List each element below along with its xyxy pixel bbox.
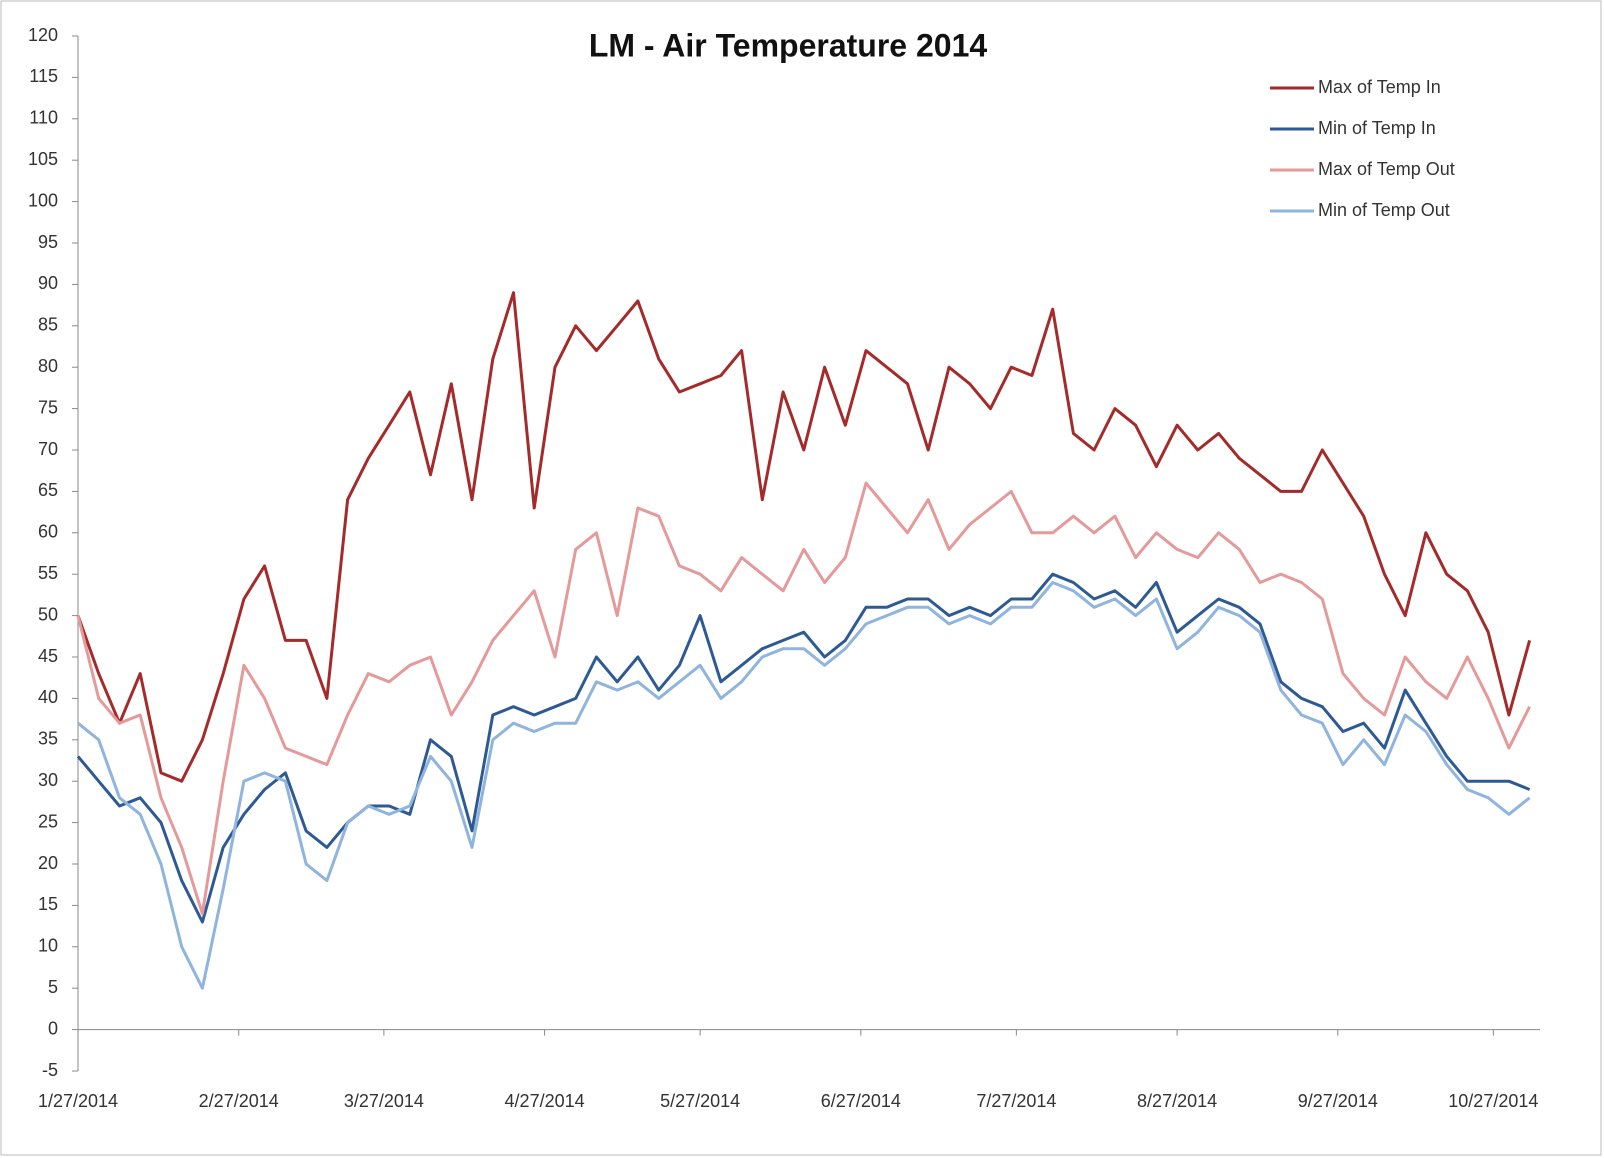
- legend-label: Min of Temp Out: [1318, 200, 1450, 220]
- y-tick-label: 20: [38, 853, 58, 873]
- y-tick-label: 95: [38, 232, 58, 252]
- y-tick-label: 55: [38, 563, 58, 583]
- legend-label: Max of Temp In: [1318, 77, 1441, 97]
- y-tick-label: 40: [38, 687, 58, 707]
- y-tick-label: 85: [38, 315, 58, 335]
- y-tick-label: 100: [28, 190, 58, 210]
- x-tick-label: 7/27/2014: [976, 1091, 1056, 1111]
- y-tick-label: 90: [38, 273, 58, 293]
- y-tick-label: 10: [38, 936, 58, 956]
- y-tick-label: 30: [38, 770, 58, 790]
- x-tick-label: 4/27/2014: [505, 1091, 585, 1111]
- y-tick-label: 35: [38, 729, 58, 749]
- legend-label: Max of Temp Out: [1318, 159, 1455, 179]
- series-line: [76, 572, 1531, 924]
- y-tick-label: 0: [48, 1018, 58, 1038]
- y-tick-label: 25: [38, 811, 58, 831]
- x-tick-label: 6/27/2014: [821, 1091, 901, 1111]
- y-tick-label: 120: [28, 25, 58, 45]
- y-tick-label: 45: [38, 646, 58, 666]
- y-tick-label: 115: [29, 66, 58, 86]
- y-tick-label: 65: [38, 480, 58, 500]
- x-tick-label: 8/27/2014: [1137, 1091, 1217, 1111]
- series-line: [77, 581, 1531, 990]
- y-tick-label: 105: [28, 149, 58, 169]
- x-tick-label: 3/27/2014: [344, 1091, 424, 1111]
- y-tick-label: 50: [38, 604, 58, 624]
- x-tick-label: 2/27/2014: [199, 1091, 279, 1111]
- y-tick-label: 60: [38, 522, 58, 542]
- y-tick-label: 110: [29, 108, 58, 128]
- y-tick-label: 15: [38, 894, 58, 914]
- x-tick-label: 5/27/2014: [660, 1091, 740, 1111]
- y-tick-label: 75: [38, 397, 58, 417]
- y-tick-label: -5: [42, 1060, 58, 1080]
- x-tick-label: 9/27/2014: [1298, 1091, 1378, 1111]
- y-tick-label: 80: [38, 356, 58, 376]
- y-tick-label: 5: [48, 977, 58, 997]
- series-line: [76, 291, 1532, 783]
- chart-title: LM - Air Temperature 2014: [589, 27, 988, 63]
- series-line: [76, 481, 1531, 916]
- y-tick-label: 70: [38, 439, 58, 459]
- legend-label: Min of Temp In: [1318, 118, 1436, 138]
- x-tick-label: 1/27/2014: [38, 1091, 118, 1111]
- x-tick-label: 10/27/2014: [1448, 1091, 1538, 1111]
